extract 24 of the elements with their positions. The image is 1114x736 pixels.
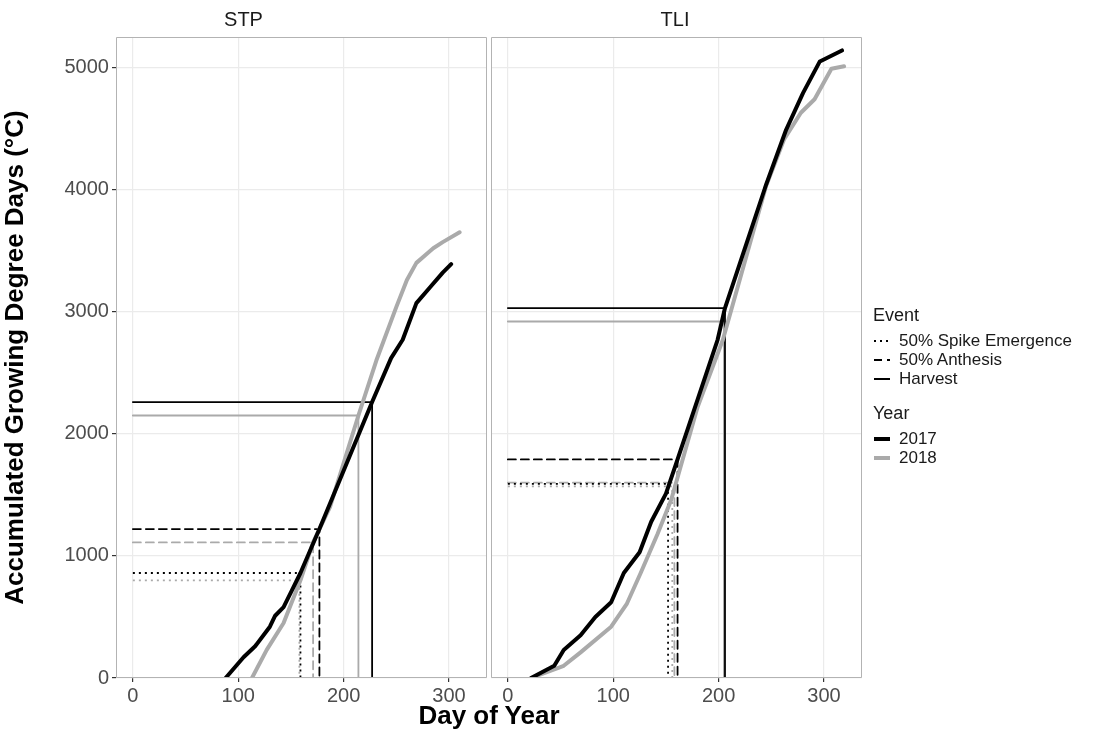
legend-title: Event — [873, 305, 921, 325]
chart-title: STP — [224, 7, 263, 30]
chart-title: TLI — [660, 7, 690, 30]
x-tick-label: 200 — [701, 683, 736, 706]
y-tick-label: 1000 — [64, 543, 109, 566]
legend-label: 50% Anthesis — [899, 350, 1003, 369]
legend-label: 2018 — [899, 448, 937, 467]
y-axis-title: Accumulated Growing Degree Days (°C) — [0, 110, 29, 605]
legend-label: 50% Spike Emergence — [899, 331, 1072, 350]
y-tick-label: 3000 — [64, 299, 109, 322]
x-tick-label: 300 — [432, 683, 466, 706]
text: Year — [873, 403, 911, 423]
legend-label: Harvest — [899, 369, 958, 388]
x-tick-label: 300 — [807, 683, 841, 706]
y-tick-label: 2000 — [64, 421, 109, 444]
y-tick-label: 5000 — [64, 55, 109, 78]
legend-label: 2017 — [899, 429, 937, 448]
x-tick-label: 0 — [502, 683, 514, 706]
y-tick-label: 0 — [97, 665, 109, 688]
y-tick-label: 4000 — [64, 177, 109, 200]
x-tick-label: 0 — [127, 683, 139, 706]
x-tick-label: 200 — [326, 683, 361, 706]
x-tick-label: 100 — [221, 683, 255, 706]
x-tick-label: 100 — [596, 683, 630, 706]
